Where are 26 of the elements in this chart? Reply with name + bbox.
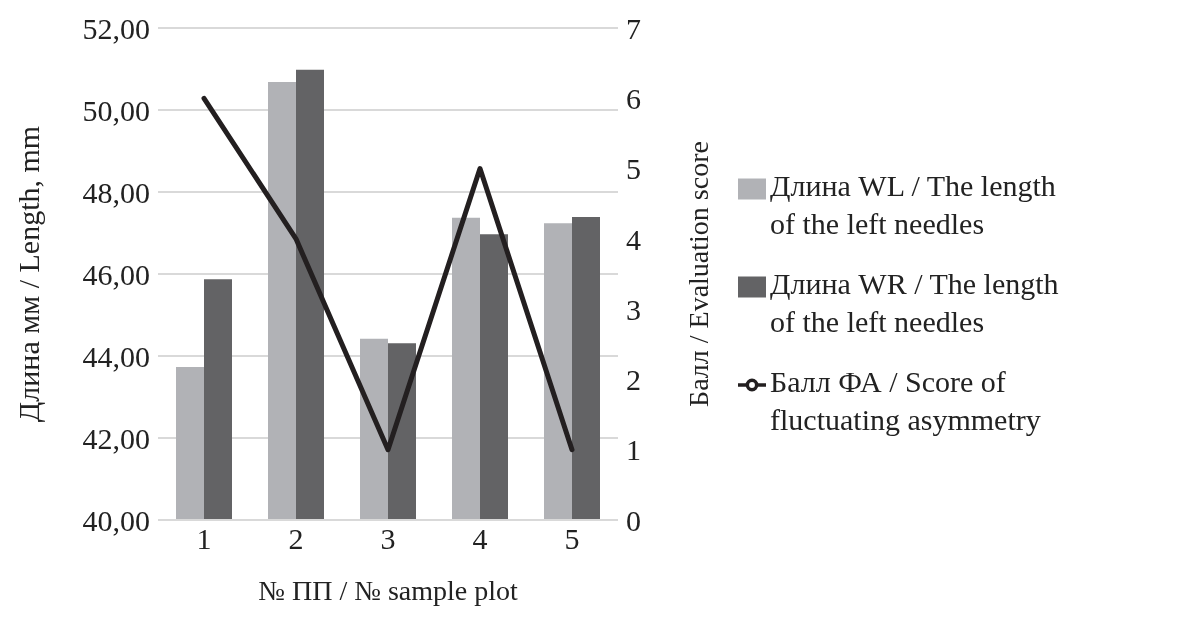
y2-tick-label: 4 — [626, 222, 641, 256]
y2-tick-label: 2 — [626, 363, 641, 397]
x-axis-title: № ПП / № sample plot — [258, 575, 518, 606]
x-tick-label: 5 — [564, 522, 580, 556]
legend-label: Длина WL / The length of the left needles — [770, 168, 1057, 242]
y-tick-label: 42,00 — [82, 421, 150, 455]
x-tick-label: 4 — [472, 522, 488, 556]
y-tick-label: 52,00 — [82, 11, 150, 45]
y-tick-label: 48,00 — [82, 175, 150, 209]
y2-tick-label: 0 — [626, 503, 641, 537]
y-tick-label: 50,00 — [82, 93, 150, 127]
y2-tick-label: 6 — [626, 81, 641, 115]
y2-tick-label: 3 — [626, 292, 641, 326]
x-tick-label: 3 — [380, 522, 396, 556]
legend-label: Длина WR / The length of the left needles — [770, 266, 1060, 340]
x-tick-label: 1 — [196, 522, 212, 556]
y2-tick-label: 1 — [626, 433, 641, 467]
y2-axis-title: Балл / Evaluation score — [682, 141, 714, 407]
y-tick-label: 44,00 — [82, 339, 150, 373]
y-tick-label: 40,00 — [82, 503, 150, 537]
x-tick-label: 2 — [288, 522, 304, 556]
legend-label: Балл ФА / Score of fluctuating asymmetry — [770, 364, 1042, 438]
y2-tick-label: 7 — [626, 11, 641, 45]
y-tick-label: 46,00 — [82, 257, 150, 291]
y2-tick-label: 5 — [626, 152, 641, 186]
y-axis-title: Длина мм / Length, mm — [11, 125, 45, 423]
